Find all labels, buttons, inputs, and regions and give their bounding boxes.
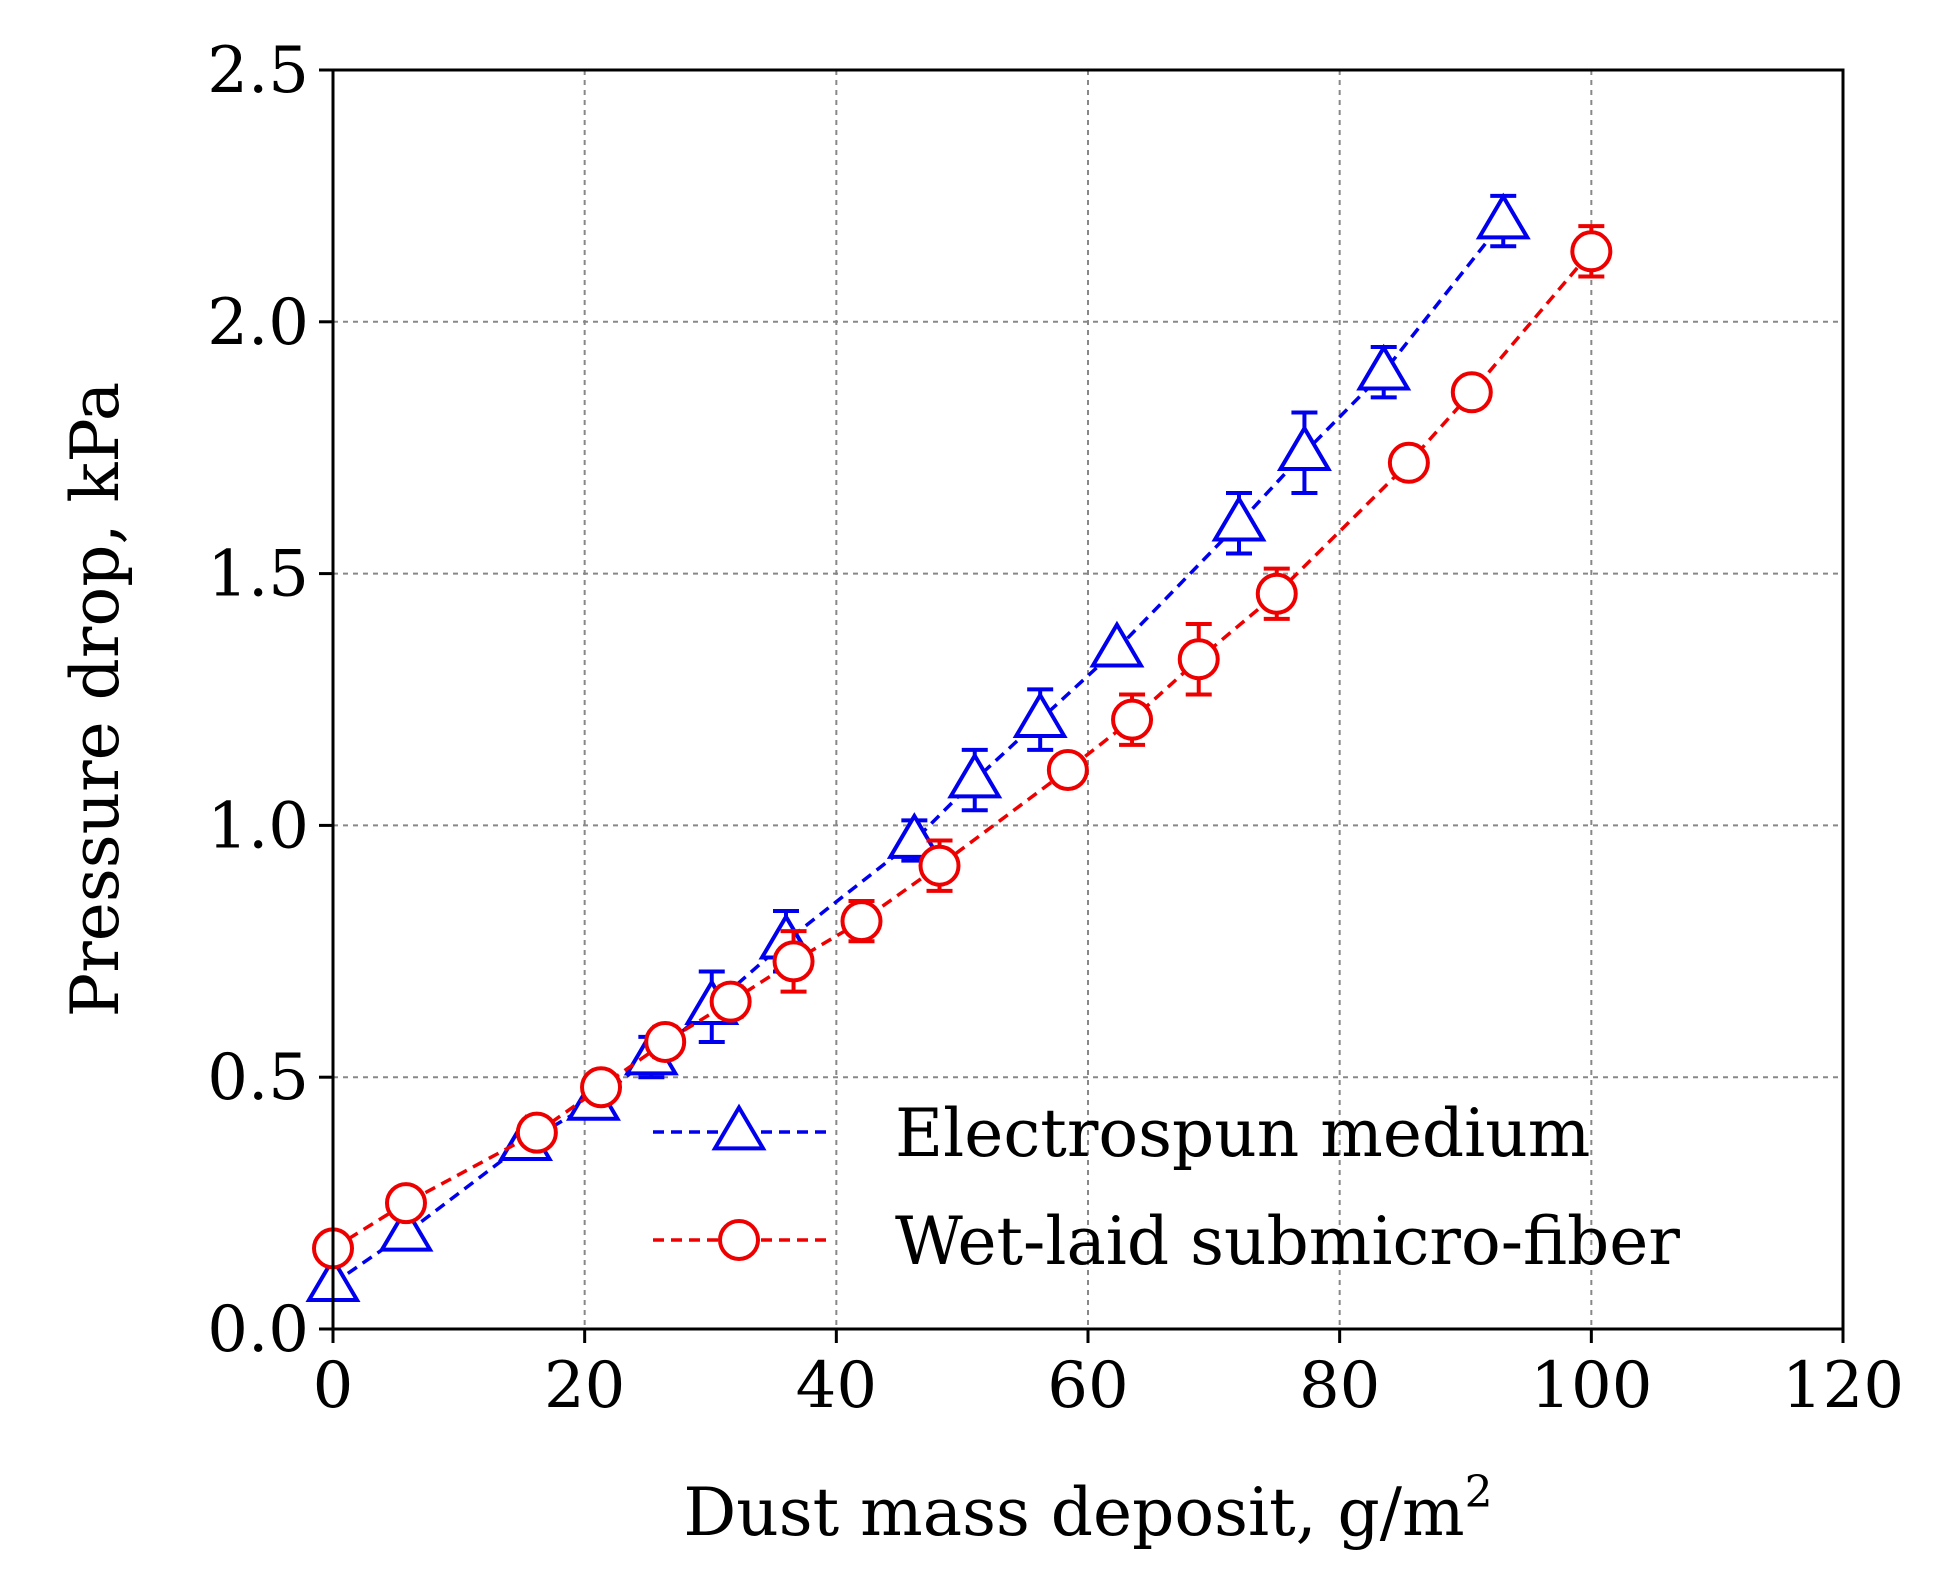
- x-tick-label: 120: [1782, 1349, 1904, 1423]
- series-wet-laid: [312, 224, 1613, 1270]
- data-point-circle: [1387, 441, 1430, 484]
- data-point-circle: [515, 1111, 558, 1154]
- data-point-circle: [580, 1066, 623, 1109]
- y-tick-label: 2.5: [207, 34, 309, 108]
- data-point-circle: [1570, 230, 1613, 273]
- data-point-triangle: [1089, 620, 1145, 668]
- data-point-triangle: [947, 751, 1003, 799]
- legend-entry-wet-laid: Wet-laid submicro-fiber: [653, 1203, 1680, 1280]
- data-point-circle: [772, 940, 815, 983]
- y-tick-label: 1.0: [207, 789, 309, 863]
- ticks: 0 20 40 60 80 100 120 0.0 0.5 1.0 1.5 2.0 2.5: [207, 34, 1904, 1423]
- data-point-triangle: [1356, 343, 1412, 391]
- y-tick-label: 0.0: [207, 1293, 309, 1367]
- legend-entry-electrospun: Electrospun medium: [653, 1095, 1590, 1172]
- x-tick-label: 40: [796, 1349, 877, 1423]
- data-point-circle: [1046, 749, 1089, 792]
- legend-label-wet-laid: Wet-laid submicro-fiber: [895, 1203, 1680, 1280]
- data-point-circle: [384, 1182, 427, 1225]
- data-point-triangle: [1211, 494, 1267, 542]
- legend-label-electrospun: Electrospun medium: [895, 1095, 1590, 1172]
- data-point-circle: [644, 1020, 687, 1063]
- data-point-triangle: [1012, 691, 1068, 738]
- data-point-circle: [1177, 638, 1220, 681]
- y-tick-label: 2.0: [207, 286, 309, 360]
- data-point-triangle: [886, 812, 942, 859]
- data-point-triangle: [1276, 424, 1332, 472]
- data-point-circle: [918, 844, 961, 887]
- y-tick-label: 0.5: [207, 1041, 309, 1115]
- y-axis-label: Pressure drop, kPa: [57, 382, 134, 1017]
- x-tick-label: 0: [313, 1349, 354, 1423]
- x-tick-label: 80: [1299, 1349, 1380, 1423]
- x-axis-label-superscript: 2: [1465, 1467, 1493, 1518]
- x-tick-label: 100: [1530, 1349, 1652, 1423]
- data-point-triangle: [1475, 192, 1531, 240]
- data-point-triangle: [378, 1204, 434, 1252]
- data-point-circle: [1450, 371, 1493, 414]
- x-tick-label: 60: [1047, 1349, 1128, 1423]
- data-point-circle: [1111, 698, 1154, 741]
- legend-marker-triangle: [711, 1103, 767, 1151]
- data-point-circle: [840, 900, 883, 943]
- data-point-circle: [709, 980, 752, 1023]
- x-axis-label-text: Dust mass deposit, g/m: [683, 1474, 1464, 1551]
- legend-marker-circle: [718, 1219, 760, 1261]
- x-tick-label: 20: [544, 1349, 625, 1423]
- y-tick-label: 1.5: [207, 538, 309, 612]
- x-axis-label: Dust mass deposit, g/m2: [683, 1467, 1492, 1551]
- legend: Electrospun medium Wet-laid submicro-fib…: [653, 1095, 1680, 1280]
- series-line: [332, 250, 1593, 1250]
- series-line: [332, 219, 1505, 1286]
- data-point-circle: [1255, 572, 1298, 615]
- series-layer: [305, 192, 1613, 1302]
